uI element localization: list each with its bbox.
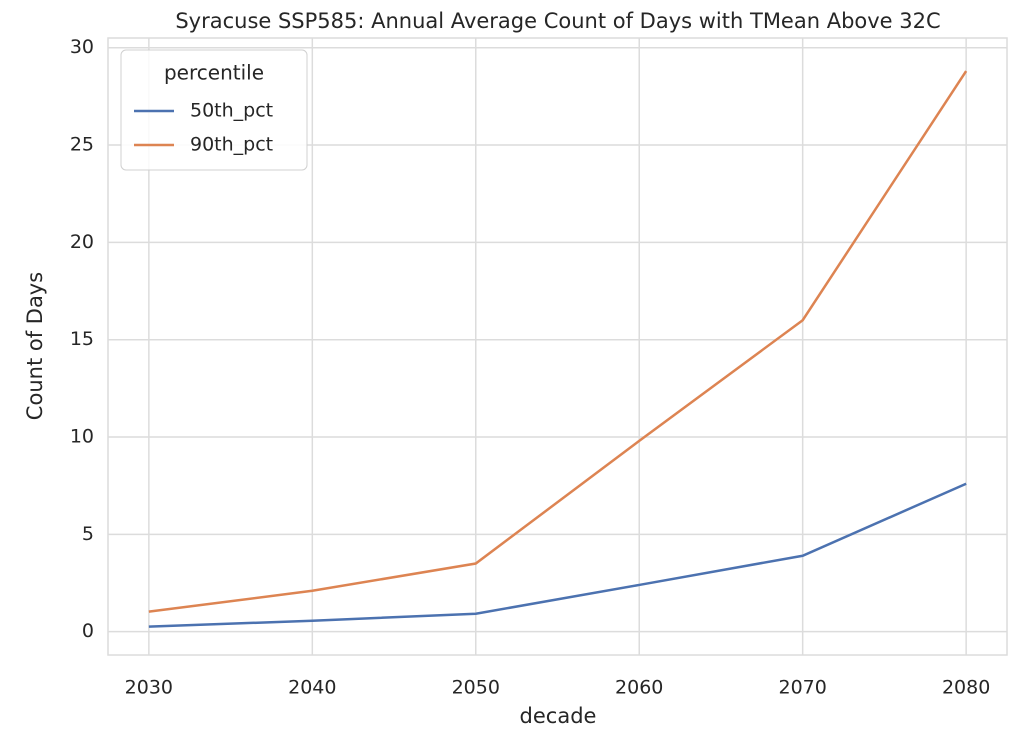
plot-frame bbox=[107, 37, 1008, 656]
legend-label: 90th_pct bbox=[190, 134, 273, 156]
x-tick-label: 2030 bbox=[125, 677, 173, 699]
y-tick-label: 15 bbox=[70, 328, 94, 350]
legend-box bbox=[120, 49, 308, 171]
x-tick-label: 2050 bbox=[452, 677, 500, 699]
y-tick-label: 0 bbox=[82, 620, 94, 642]
legend-label: 50th_pct bbox=[190, 100, 273, 122]
chart-title: Syracuse SSP585: Annual Average Count of… bbox=[175, 9, 940, 33]
legend-title: percentile bbox=[164, 61, 264, 85]
legend: percentile 50th_pct 90th_pct bbox=[120, 49, 308, 171]
y-tick-label: 30 bbox=[70, 36, 94, 58]
x-tick-label: 2080 bbox=[942, 677, 990, 699]
x-tick-label: 2060 bbox=[615, 677, 663, 699]
y-tick-label: 10 bbox=[70, 426, 94, 448]
y-tick-label: 20 bbox=[70, 231, 94, 253]
y-axis-label: Count of Days bbox=[23, 272, 47, 420]
y-tick-label: 5 bbox=[82, 523, 94, 545]
x-tick-label: 2070 bbox=[779, 677, 827, 699]
line bbox=[148, 70, 968, 613]
x-axis-label: decade bbox=[520, 704, 597, 728]
x-tick-label: 2040 bbox=[288, 677, 336, 699]
y-tick-label: 25 bbox=[70, 134, 94, 156]
line bbox=[148, 482, 967, 628]
